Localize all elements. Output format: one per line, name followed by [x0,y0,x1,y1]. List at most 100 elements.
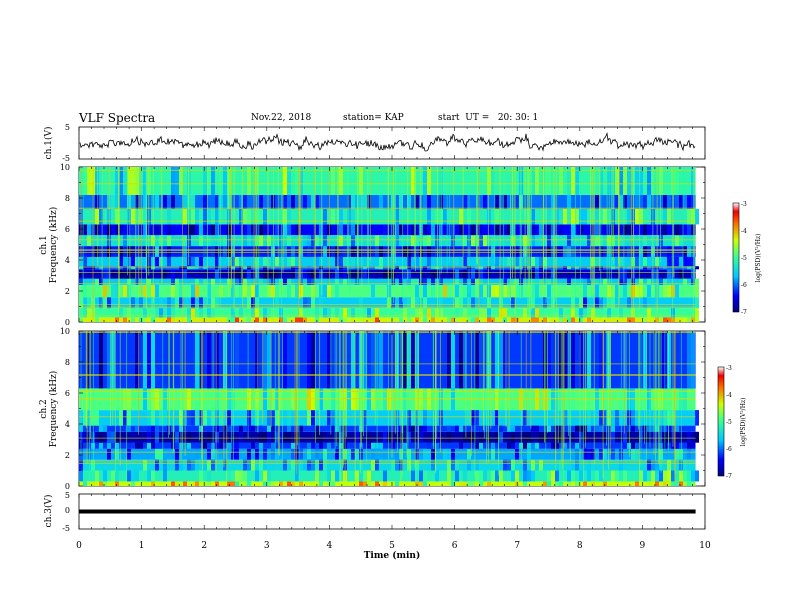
spectrogram-cell [187,266,191,270]
spectrogram-cell [427,235,431,247]
spectrogram-cell [347,194,351,209]
spectrogram-cell [235,194,239,209]
spectrogram-cell [503,459,507,471]
spectrogram-cell [655,481,659,486]
spectrogram-cell [487,448,491,460]
spectrogram-cell [99,297,103,309]
spectrogram-cell [691,208,695,225]
spectrogram-cell [451,331,455,389]
spectrogram-cell [603,235,607,247]
spectrogram-cell [691,194,695,209]
spectrogram-cell [599,425,603,432]
spectrogram-cell [267,331,271,389]
spectrogram-cell [343,167,347,195]
spectrogram-cell [403,269,407,279]
spectrogram-cell [495,208,499,225]
spectrogram-cell [191,308,195,318]
spectrogram-cell [579,425,583,432]
spectrogram-cell [399,317,403,322]
spectrogram-cell [291,269,295,279]
spectrogram-cell [411,224,415,236]
spectrogram-cell [567,278,571,285]
spectrogram-cell [423,224,427,236]
spectrogram-cell [467,317,471,322]
spectrogram-cell [135,470,139,482]
spectrogram-cell [687,442,691,449]
spectrogram-cell [599,470,603,482]
spectrogram-cell [463,235,467,247]
spectrogram-cell [475,410,479,426]
spectrogram-cell [379,331,383,389]
spectrogram-cell [463,331,467,389]
spectrogram-cell [383,431,387,443]
spectrogram-cell [411,278,415,285]
spectrogram-cell [307,269,311,279]
spectrogram-cell [403,431,407,443]
spectrogram-cell [667,246,671,257]
spectrogram-cell [415,235,419,247]
spectrogram-cell [643,331,647,389]
spectrogram-cell [183,266,187,270]
spectrogram-cell [123,167,127,195]
spectrogram-cell [323,208,327,225]
spectrogram-cell [611,246,615,257]
spectrogram-cell [251,308,255,318]
ch2-colorbar-tick-m3: -3 [726,365,732,372]
spectrogram-cell [187,317,191,322]
spectrogram-cell [79,470,83,482]
spectrogram-cell [223,194,227,209]
spectrogram-cell [103,470,107,482]
spectrogram-cell [407,425,411,432]
spectrogram-cell [299,269,303,279]
spectrogram-cell [215,448,219,460]
ch1-waveform-panel: 5 -5 ch.1(V) [43,123,706,163]
spectrogram-cell [435,208,439,225]
spectrogram-band [79,224,696,236]
spectrogram-cell [247,481,251,486]
spectrogram-cell [275,410,279,426]
spectrogram-cell [691,481,695,486]
spectrogram-cell [611,256,615,267]
spectrogram-cell [639,284,643,298]
spectrogram-cell [123,410,127,426]
ch1-waveform-trace [79,132,696,152]
spectrogram-cell [187,410,191,426]
spectrogram-cell [155,425,159,432]
spectrogram-cell [143,246,147,257]
spectrogram-cell [151,425,155,432]
spectrogram-cell [247,224,251,236]
spectrogram-cell [287,208,291,225]
spectrogram-cell [247,266,251,270]
spectrogram-cell [671,470,675,482]
spectrogram-cell [183,246,187,257]
spectrogram-cell [475,278,479,285]
spectrogram-cell [643,470,647,482]
spectrogram-cell [239,208,243,225]
spectrogram-cell [615,470,619,482]
spectrogram-cell [423,448,427,460]
spectrogram-cell [235,331,239,389]
spectrogram-cell [395,410,399,426]
spectrogram-cell [347,269,351,279]
spectrogram-cell [627,317,631,322]
spectrogram-cell [287,256,291,267]
spectrogram-cell [395,331,399,389]
spectrogram-cell [231,308,235,318]
spectrogram-cell [343,317,347,322]
spectrogram-cell [675,224,679,236]
spectrogram-cell [623,167,627,195]
spectrogram-cell [587,470,591,482]
spectrogram-cell [535,425,539,432]
spectrogram-cell [415,256,419,267]
spectrogram-cell [339,167,343,195]
spectrogram-cell [127,256,131,267]
spectrogram-cell [387,284,391,298]
spectrogram-cell [499,470,503,482]
spectrogram-cell [583,470,587,482]
spectrogram-cell [623,224,627,236]
spectrogram-cell [471,278,475,285]
spectrogram-cell [663,208,667,225]
spectrogram-cell [627,224,631,236]
spectrogram-cell [283,246,287,257]
spectrogram-cell [687,431,691,443]
